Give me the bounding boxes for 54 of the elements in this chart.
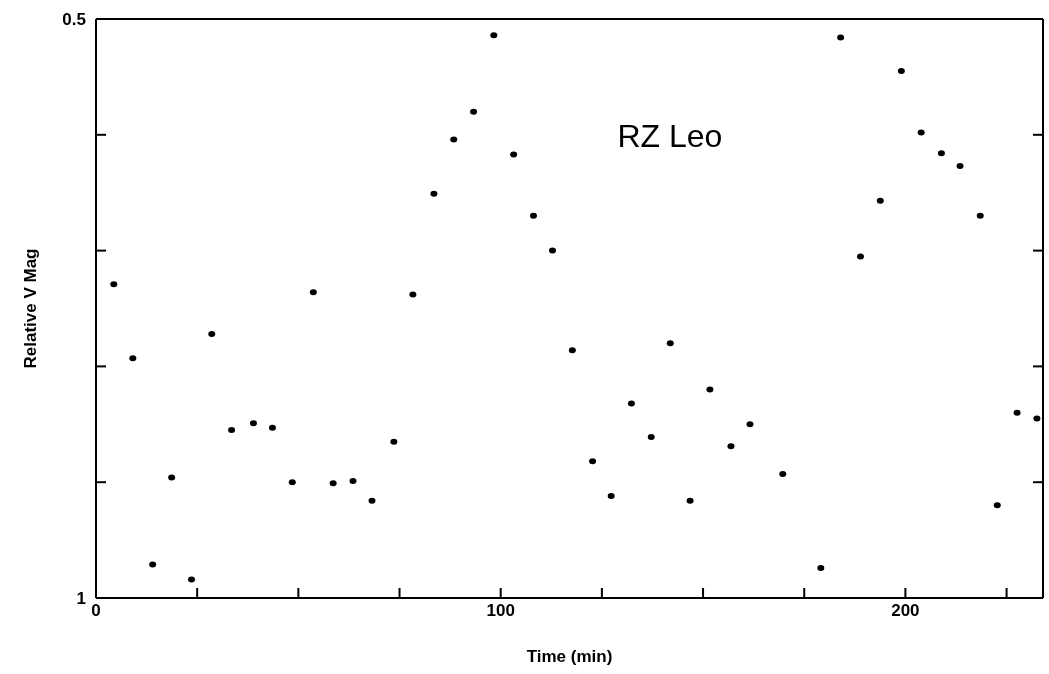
point	[993, 502, 1001, 509]
point	[937, 150, 945, 157]
point	[390, 438, 398, 445]
point	[249, 420, 257, 427]
point	[549, 247, 556, 254]
point	[329, 480, 337, 487]
point	[897, 68, 905, 75]
point	[450, 136, 458, 143]
point	[510, 151, 518, 158]
point	[876, 197, 884, 204]
point	[288, 479, 296, 486]
point	[976, 212, 984, 219]
x-tick-label: 200	[891, 601, 920, 620]
x-tick-label: 100	[486, 601, 515, 620]
point	[129, 355, 137, 362]
point	[647, 434, 655, 441]
point	[1033, 415, 1041, 422]
point	[268, 424, 276, 431]
point	[779, 471, 787, 478]
point	[837, 34, 845, 41]
y-axis-title: Relative V Mag	[21, 248, 41, 369]
point	[529, 212, 537, 219]
point	[208, 330, 216, 337]
point	[589, 458, 597, 465]
point	[817, 564, 825, 571]
point	[706, 386, 714, 393]
point	[430, 190, 438, 197]
point	[409, 291, 417, 298]
point	[490, 32, 498, 39]
point	[746, 421, 754, 428]
point	[349, 478, 357, 485]
x-tick-label: 0	[91, 601, 101, 620]
point	[627, 400, 635, 407]
point	[188, 576, 196, 583]
point	[168, 474, 176, 481]
point	[917, 129, 925, 136]
point	[368, 497, 376, 504]
text: RZ Leo	[617, 118, 723, 155]
point	[686, 497, 694, 504]
point	[856, 253, 864, 260]
point	[1013, 409, 1021, 416]
point	[727, 443, 735, 450]
point	[228, 427, 236, 434]
x-axis-title: Time (min)	[526, 647, 613, 666]
point	[309, 289, 317, 296]
point	[956, 163, 964, 170]
point	[470, 108, 478, 115]
point	[149, 561, 157, 568]
y-tick-label: 0.5	[62, 10, 86, 30]
point	[666, 340, 674, 347]
point	[568, 347, 576, 354]
y-tick-label: 1	[76, 589, 86, 609]
point	[607, 493, 615, 500]
point	[110, 281, 118, 288]
